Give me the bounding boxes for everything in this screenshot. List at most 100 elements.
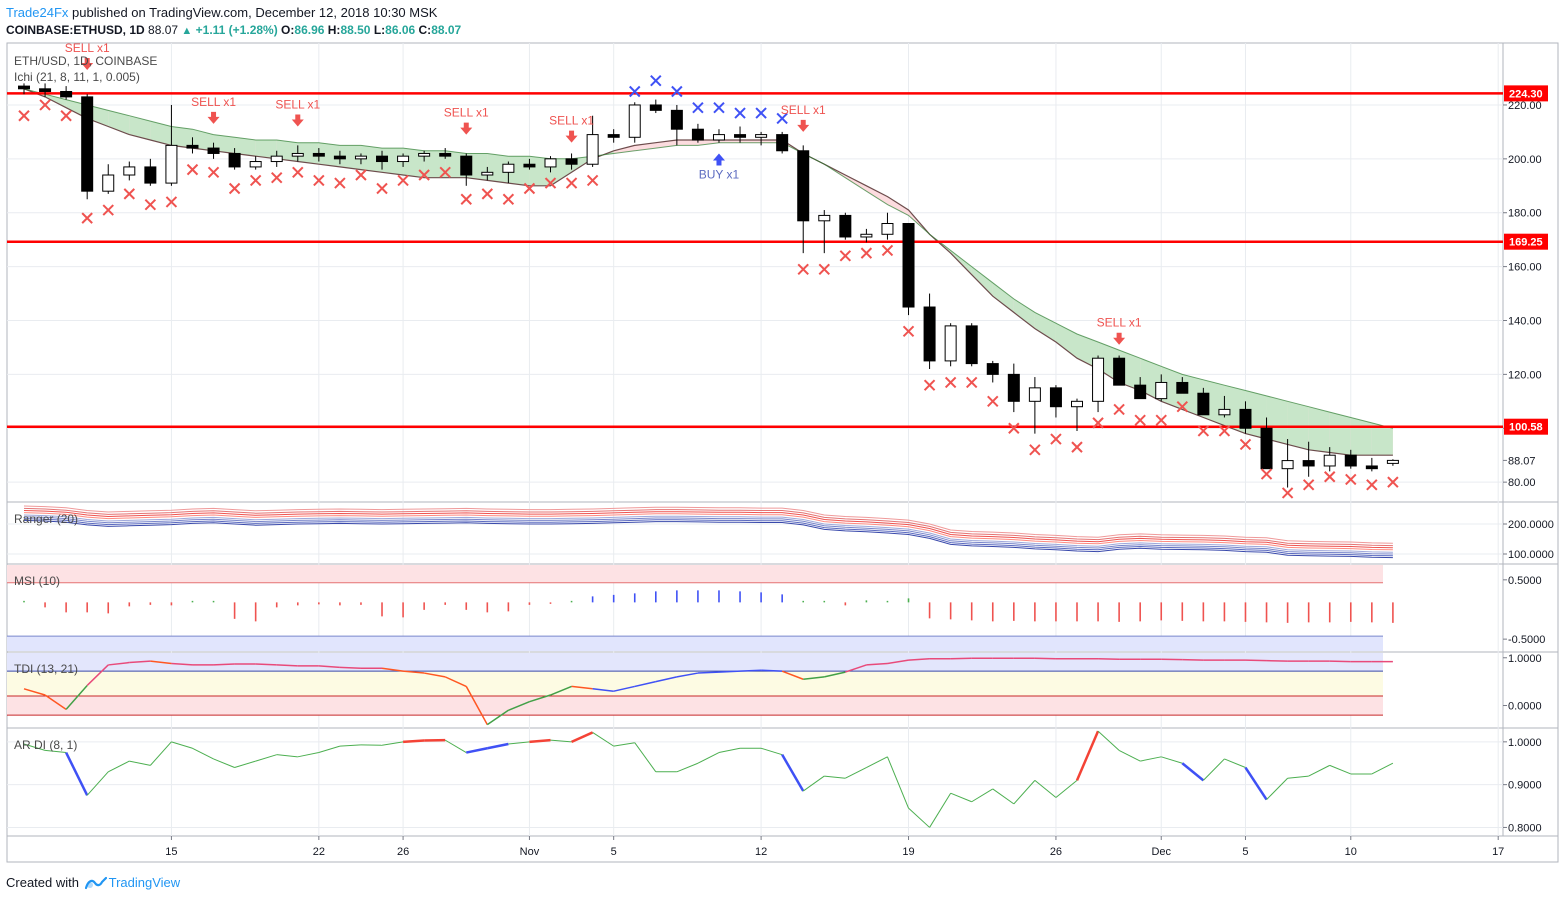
ardi-line-segment — [1118, 749, 1141, 762]
ardi-line-segment — [1329, 764, 1351, 775]
ardi-line-segment — [1224, 758, 1246, 768]
ichimoku-cloud-bull — [1371, 422, 1393, 456]
candle-body — [544, 158, 557, 168]
sell-signal-label: SELL x1 — [1097, 316, 1142, 330]
symbol-line: COINBASE:ETHUSD, 1D — [6, 23, 145, 37]
time-axis-label: 15 — [165, 846, 177, 858]
ichimoku-cloud-bull — [992, 282, 1014, 313]
candle-body — [860, 233, 873, 238]
tdi-line-segment — [655, 676, 678, 683]
ardi-line-segment — [403, 739, 425, 744]
time-axis-label: 5 — [1242, 846, 1248, 858]
signal-x-marker — [1324, 471, 1336, 483]
signal-x-marker — [944, 376, 957, 389]
publisher-link[interactable]: Trade24Fx — [6, 5, 69, 20]
x-stroke — [671, 85, 683, 98]
signal-x-marker — [376, 182, 388, 195]
tdi-line-segment — [908, 657, 930, 661]
tdi-line-segment — [824, 671, 846, 678]
ardi-line-segment — [1287, 775, 1309, 779]
signal-x-marker — [860, 247, 873, 259]
candle-body — [312, 152, 325, 157]
tdi-mid-zone — [7, 671, 1383, 696]
candle-body — [502, 163, 515, 173]
x-stroke — [860, 247, 873, 259]
ardi-line-segment — [64, 751, 89, 796]
time-axis-label: 26 — [397, 846, 409, 858]
signal-x-marker — [1387, 476, 1399, 488]
tdi-line-segment — [887, 659, 909, 665]
tdi-line-segment — [129, 660, 151, 664]
x-stroke — [334, 177, 346, 189]
ichimoku-cloud-bull — [508, 156, 530, 186]
x-stroke — [502, 193, 515, 205]
published-text: published on TradingView.com, December 1… — [72, 5, 438, 20]
x-stroke — [523, 182, 536, 195]
x-stroke — [818, 263, 830, 276]
candle-body — [902, 223, 915, 308]
signal-x-marker — [902, 325, 915, 337]
signal-x-marker — [334, 177, 346, 189]
ardi-line-segment — [45, 749, 67, 754]
candle-body — [734, 134, 747, 138]
ichimoku-cloud-bull — [255, 139, 277, 159]
ardi-axis-label: 1.0000 — [1508, 737, 1542, 749]
signal-x-marker — [923, 379, 936, 391]
ardi-line-segment — [318, 745, 341, 754]
chart-frame — [6, 42, 1559, 863]
tdi-line-segment — [761, 669, 783, 672]
ardi-line-segment — [592, 732, 614, 747]
candle-body — [1344, 454, 1357, 467]
x-stroke — [944, 376, 957, 389]
ichimoku-cloud-bull — [108, 110, 130, 135]
signal-x-marker — [797, 263, 809, 276]
last-price: 88.07 — [148, 23, 179, 37]
x-stroke — [776, 112, 788, 125]
tradingview-link[interactable]: TradingView — [108, 875, 181, 890]
ranger-axis-label: 200.0000 — [1508, 519, 1554, 531]
candle-body — [144, 166, 157, 184]
ardi-line-segment — [845, 767, 867, 779]
close-label: C: — [418, 23, 432, 37]
ichimoku-cloud-bull — [1034, 312, 1056, 343]
signal-x-marker — [734, 107, 746, 119]
signal-x-marker — [165, 196, 178, 208]
ichimoku-cloud-bull — [129, 115, 151, 140]
x-stroke — [18, 110, 30, 122]
tdi-line-segment — [508, 701, 530, 711]
ardi-line-segment — [1055, 779, 1078, 798]
candle-body — [165, 144, 178, 184]
signal-x-marker — [881, 244, 894, 257]
signal-x-marker — [144, 198, 157, 211]
ardi-line-segment — [971, 788, 994, 803]
tdi-line-segment — [465, 686, 488, 725]
candle-body — [881, 223, 894, 235]
high-label: H: — [327, 23, 341, 37]
x-stroke — [586, 174, 599, 187]
ardi-line-segment — [697, 752, 720, 764]
x-stroke — [1155, 414, 1167, 426]
tdi-line-segment — [803, 676, 825, 681]
x-stroke — [797, 263, 809, 276]
signal-x-marker — [39, 99, 51, 111]
close-value: 88.07 — [431, 23, 462, 37]
tdi-line-segment — [339, 666, 361, 670]
x-stroke — [397, 174, 409, 187]
tdi-line-segment — [150, 660, 172, 665]
signal-x-marker — [523, 182, 536, 195]
ardi-line-segment — [381, 741, 404, 746]
x-stroke — [1281, 487, 1294, 499]
x-stroke — [81, 212, 93, 224]
candle-body — [649, 104, 662, 111]
tradingview-logo-icon — [84, 876, 107, 890]
x-stroke — [692, 101, 704, 114]
signal-x-marker — [650, 75, 662, 87]
ardi-line-segment — [676, 762, 699, 773]
candle-body — [607, 134, 620, 138]
candle-body — [923, 306, 936, 362]
time-axis-label: 26 — [1050, 846, 1062, 858]
signal-x-marker — [965, 376, 978, 389]
x-stroke — [1218, 425, 1231, 437]
x-stroke — [1176, 400, 1189, 413]
